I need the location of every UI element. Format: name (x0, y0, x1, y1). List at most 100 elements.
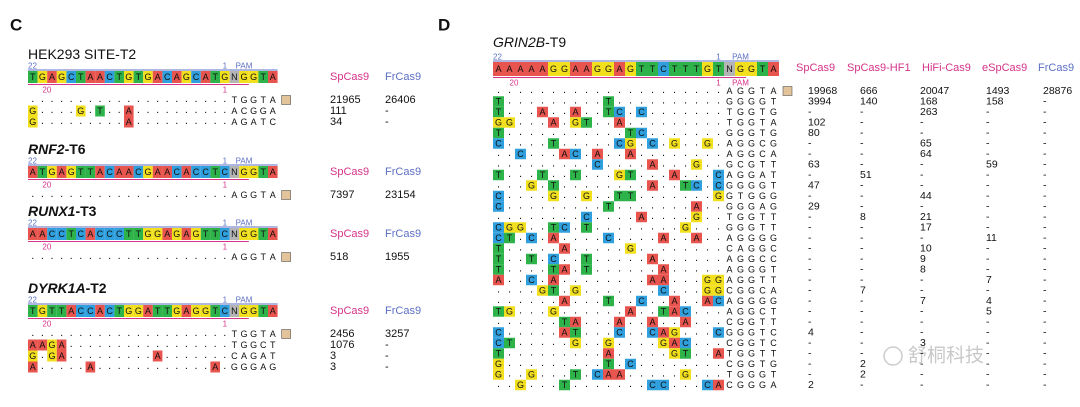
match-dot: . (508, 147, 511, 159)
match-dot: . (223, 327, 226, 339)
read-base: T (584, 265, 590, 275)
mismatch-cell (702, 138, 713, 149)
mismatch-cell (614, 138, 625, 149)
match-dot: . (629, 294, 632, 306)
reference-base-cell (114, 71, 124, 83)
reference-base: A (203, 72, 209, 82)
read-base: T (540, 170, 546, 180)
match-dot: . (640, 368, 643, 380)
read-base: T (529, 254, 535, 264)
match-dot: . (695, 189, 698, 201)
match-dot: . (508, 357, 511, 369)
match-dot: . (629, 315, 632, 327)
read-base: G (737, 118, 744, 128)
reference-base-cell (493, 62, 504, 76)
match-dot: . (552, 158, 555, 170)
mismatch-cell (592, 369, 603, 380)
column-header: HiFi-Cas9 (922, 62, 971, 74)
read-base: T (260, 329, 266, 339)
match-dot: . (706, 158, 709, 170)
read-base: A (627, 149, 633, 159)
read-count: - (920, 159, 924, 171)
position-label: 20 (42, 181, 51, 190)
match-dot: . (574, 347, 577, 359)
read-count: 63 (808, 159, 820, 171)
mismatch-cell (647, 138, 658, 149)
read-base: T (606, 359, 612, 369)
match-dot: . (640, 252, 643, 264)
read-base: T (760, 338, 766, 348)
read-base: G (726, 128, 733, 138)
mismatch-cell (210, 361, 220, 373)
match-dot: . (695, 147, 698, 159)
read-count: - (920, 306, 924, 318)
match-dot: . (541, 231, 544, 243)
mismatch-cell (581, 117, 592, 128)
mismatch-cell (702, 295, 713, 307)
match-dot: . (70, 349, 73, 361)
match-dot: . (79, 115, 82, 127)
match-dot: . (552, 168, 555, 180)
match-dot: . (706, 305, 709, 317)
read-base: C (726, 244, 733, 254)
reference-base-cell (56, 71, 67, 83)
match-dot: . (618, 273, 621, 285)
match-dot: . (541, 126, 544, 138)
read-base: A (726, 139, 732, 149)
reference-base: G (240, 229, 247, 239)
reference-base-cell (37, 305, 48, 317)
mismatch-cell (702, 379, 713, 391)
match-dot: . (662, 137, 665, 149)
mismatch-cell (548, 306, 559, 317)
read-count: - (860, 243, 864, 255)
reference-base-cell (200, 305, 211, 317)
match-dot: . (684, 95, 687, 107)
match-dot: . (717, 137, 720, 149)
reference-base: T (68, 229, 74, 239)
match-dot: . (662, 242, 665, 254)
read-base: G (759, 244, 766, 254)
reference-base-cell (181, 228, 192, 240)
mismatch-cell (614, 117, 625, 128)
reference-base: A (174, 72, 180, 82)
match-dot: . (541, 336, 544, 348)
read-count: - (860, 337, 864, 349)
reference-base: T (155, 306, 161, 316)
read-base: G (737, 128, 744, 138)
match-dot: . (563, 347, 566, 359)
reference-base: N (231, 306, 238, 316)
match-dot: . (137, 327, 140, 339)
read-base: C (528, 275, 535, 285)
match-dot: . (596, 168, 599, 180)
read-count: - (986, 190, 990, 202)
reference-base: C (193, 72, 200, 82)
read-base: G (737, 233, 744, 243)
read-base: A (572, 107, 578, 117)
read-count: - (986, 253, 990, 265)
marker-square (281, 252, 291, 262)
read-base: A (241, 351, 247, 361)
read-base: G (726, 181, 733, 191)
read-count: - (808, 285, 812, 297)
match-dot: . (41, 360, 44, 372)
read-count: - (808, 253, 812, 265)
match-dot: . (684, 273, 687, 285)
reference-base-cell (181, 71, 192, 83)
read-count: - (860, 316, 864, 328)
read-base: G (737, 307, 744, 317)
match-dot: . (541, 179, 544, 191)
read-base: T (496, 97, 502, 107)
position-label: 1 (716, 53, 721, 62)
mismatch-cell (493, 306, 504, 317)
read-count: - (860, 274, 864, 286)
read-count: - (808, 211, 812, 223)
mismatch-cell (669, 337, 680, 349)
reference-base-cell (248, 305, 259, 317)
match-dot: . (596, 95, 599, 107)
match-dot: . (194, 250, 197, 262)
read-base: G (726, 223, 733, 233)
reference-base-cell (85, 71, 96, 83)
match-dot: . (607, 305, 610, 317)
match-dot: . (640, 95, 643, 107)
read-count: 140 (860, 96, 878, 108)
